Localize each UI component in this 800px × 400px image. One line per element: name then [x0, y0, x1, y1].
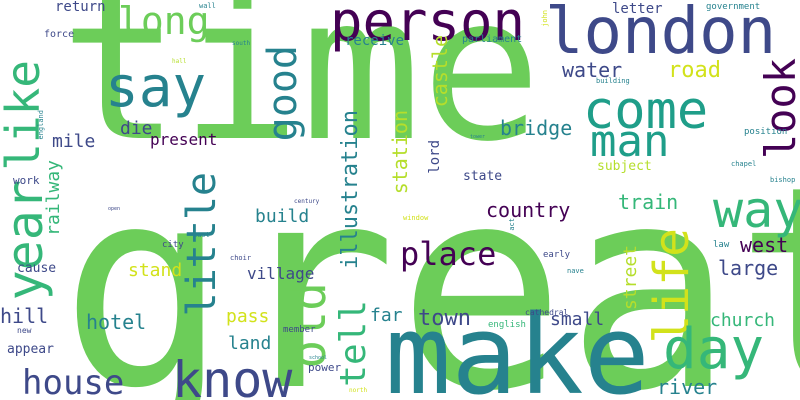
word-government: government	[706, 2, 761, 12]
word-state: state	[463, 169, 503, 184]
word-train: train	[618, 190, 679, 214]
word-station: station	[388, 110, 412, 195]
word-land: land	[228, 333, 272, 354]
word-die: die	[120, 118, 153, 139]
word-castle: castle	[428, 35, 452, 108]
word-look: look	[756, 58, 800, 160]
word-bishop: bishop	[770, 176, 796, 184]
word-road: road	[668, 58, 721, 83]
word-know: know	[172, 351, 293, 400]
word-water: water	[562, 58, 623, 82]
word-appear: appear	[7, 342, 54, 357]
word-day: day	[663, 317, 765, 382]
word-south: south	[232, 40, 251, 47]
word-time: time	[60, 0, 542, 186]
word-man: man	[590, 116, 670, 167]
word-north: north	[349, 387, 368, 394]
word-pass: pass	[226, 306, 270, 327]
word-law: law	[713, 240, 730, 250]
word-illustration: illustration	[338, 110, 363, 269]
word-east: east	[193, 231, 210, 239]
word-hill: hill	[0, 304, 49, 328]
word-good: good	[260, 45, 306, 142]
word-new: new	[17, 326, 32, 335]
word-choir: choir	[230, 254, 252, 262]
word-say: say	[105, 55, 207, 120]
word-way: way	[713, 181, 800, 239]
word-parliament: parliament	[462, 34, 523, 45]
word-power: power	[308, 361, 342, 374]
word-letter: letter	[612, 1, 663, 17]
word-lord: lord	[427, 140, 443, 174]
word-tower: tower	[470, 134, 486, 140]
word-stand: stand	[128, 260, 183, 281]
word-england: england	[37, 110, 45, 140]
word-john: john	[541, 10, 549, 27]
word-country: country	[486, 198, 571, 222]
word-long: long	[118, 0, 210, 43]
word-bridge: bridge	[500, 116, 573, 140]
word-receive: receive	[345, 33, 405, 49]
word-open: open	[108, 206, 121, 212]
word-window: window	[403, 214, 429, 222]
word-come: come	[583, 81, 709, 141]
word-small: small	[550, 309, 605, 330]
word-building: building	[596, 77, 630, 85]
word-build: build	[255, 206, 310, 227]
word-work: work	[13, 174, 40, 187]
word-far: far	[370, 305, 403, 326]
word-west: west	[740, 233, 789, 257]
word-large: large	[718, 256, 779, 280]
word-present: present	[150, 130, 218, 149]
word-street: street	[620, 245, 641, 311]
word-river: river	[657, 375, 718, 399]
word-member: member	[283, 325, 316, 335]
word-mile: mile	[52, 131, 96, 152]
word-church: church	[710, 310, 776, 331]
word-act: act	[508, 218, 516, 231]
word-english: english	[488, 320, 526, 330]
word-place: place	[400, 235, 497, 273]
word-house: house	[22, 363, 125, 400]
word-hall: hall	[172, 58, 187, 65]
word-cause: cause	[17, 261, 57, 276]
word-make: make	[385, 291, 650, 400]
word-school: school	[309, 355, 328, 361]
word-return: return	[55, 0, 106, 15]
word-town: town	[418, 306, 471, 331]
word-person: person	[330, 0, 526, 53]
word-london: london	[545, 0, 777, 69]
word-century: century	[294, 198, 320, 205]
word-chapel: chapel	[731, 160, 757, 168]
word-subject: subject	[597, 159, 652, 174]
word-force: force	[44, 29, 75, 40]
word-position: position	[744, 127, 788, 137]
word-nave: nave	[567, 267, 584, 275]
word-early: early	[543, 250, 571, 260]
word-railway: railway	[43, 160, 64, 236]
word-city: city	[162, 240, 184, 250]
word-cathedral: cathedral	[525, 308, 569, 317]
word-little: little	[179, 172, 225, 317]
word-hotel: hotel	[86, 310, 147, 334]
word-tell: tell	[333, 300, 374, 387]
word-village: village	[247, 264, 315, 283]
word-wall: wall	[199, 2, 216, 10]
